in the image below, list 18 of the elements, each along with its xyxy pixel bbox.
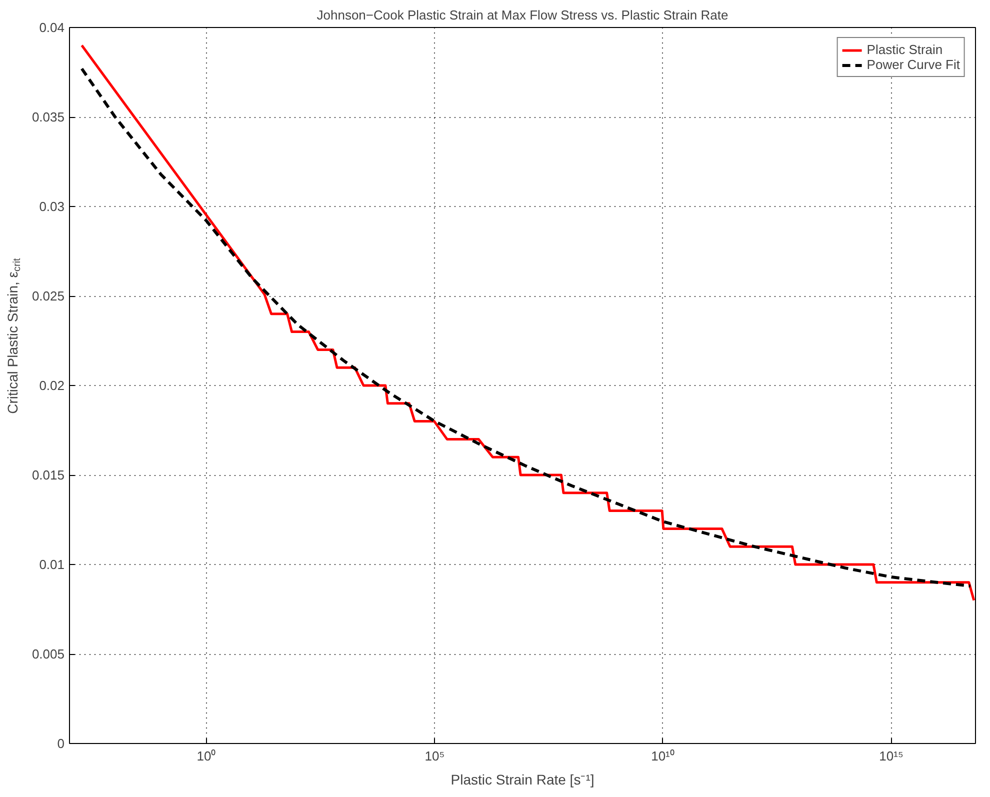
y-tick-label: 0.02 xyxy=(39,378,65,393)
x-tick-label: 10⁵ xyxy=(424,748,445,764)
x-tick-label: 10¹⁵ xyxy=(879,748,904,764)
legend-label: Plastic Strain xyxy=(866,42,943,57)
x-axis-title: Plastic Strain Rate [s⁻¹] xyxy=(450,772,594,788)
y-axis-title: Critical Plastic Strain, εcrit xyxy=(4,258,23,414)
legend-label: Power Curve Fit xyxy=(866,57,960,72)
x-tick-label: 10⁰ xyxy=(196,748,216,764)
y-tick-label: 0 xyxy=(57,736,65,751)
x-tick-label: 10¹⁰ xyxy=(651,748,675,764)
y-tick-label: 0.01 xyxy=(39,557,65,572)
y-tick-label: 0.035 xyxy=(32,110,65,124)
y-tick-label: 0.025 xyxy=(32,288,65,304)
chart-title: Johnson−Cook Plastic Strain at Max Flow Stress vs. Plastic Strain Rate xyxy=(316,8,728,22)
y-tick-label: 0.03 xyxy=(39,199,65,214)
y-tick-label: 0.015 xyxy=(32,468,65,482)
y-tick-label: 0.005 xyxy=(32,646,65,662)
y-tick-label: 0.04 xyxy=(39,20,65,35)
